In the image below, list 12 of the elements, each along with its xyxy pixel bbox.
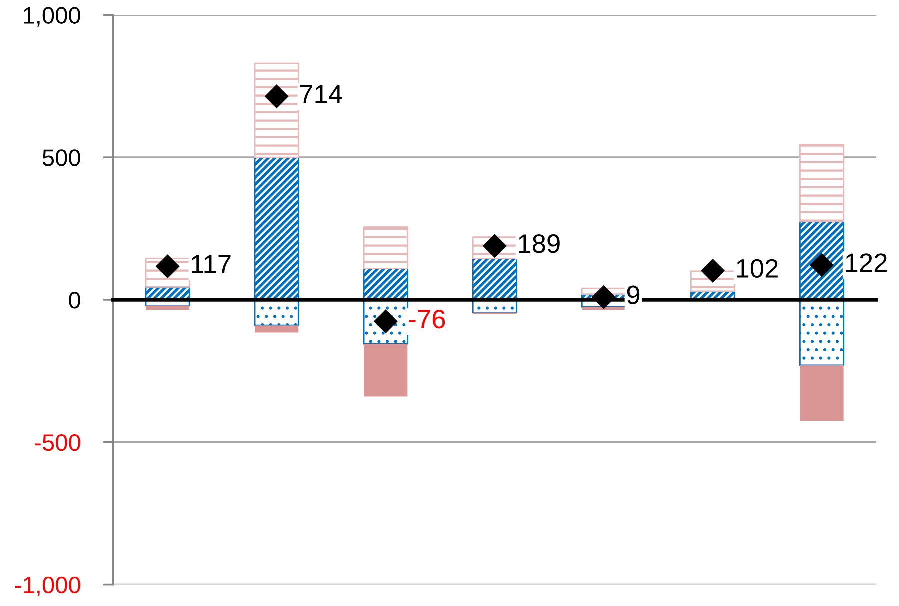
- data-label: 189: [519, 234, 560, 254]
- data-label: -76: [409, 310, 446, 329]
- data-label: 117: [192, 255, 231, 274]
- y-tick-label: -1,000: [15, 576, 80, 596]
- y-tick-label: 500: [42, 150, 80, 166]
- y-tick-label: 1,000: [24, 7, 80, 27]
- data-label: 122: [846, 254, 887, 272]
- y-tick-label: 0: [69, 292, 80, 309]
- data-label: 102: [737, 259, 778, 278]
- data-label: 9: [627, 286, 640, 304]
- y-tick-label: -500: [35, 434, 80, 452]
- data-label: 714: [300, 85, 342, 104]
